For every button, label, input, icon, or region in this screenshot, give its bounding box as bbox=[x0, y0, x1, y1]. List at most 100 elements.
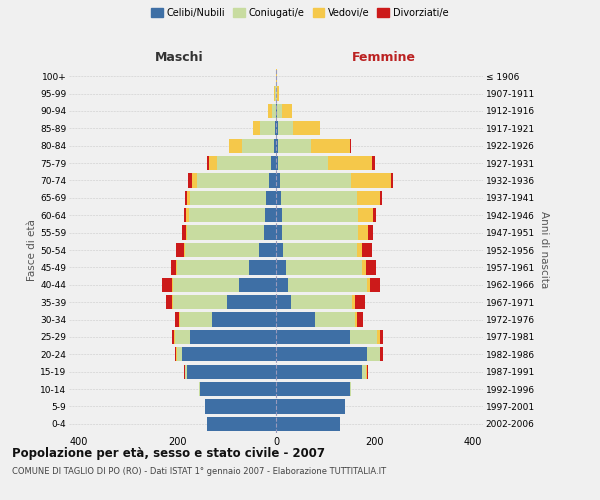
Bar bbox=[276, 312, 363, 326]
Bar bbox=[276, 69, 277, 84]
Bar bbox=[276, 121, 278, 136]
Bar bbox=[253, 121, 276, 136]
Bar bbox=[180, 312, 276, 326]
Bar bbox=[190, 330, 276, 344]
Bar bbox=[229, 138, 276, 153]
Bar bbox=[276, 208, 376, 222]
Bar bbox=[173, 295, 276, 310]
Bar bbox=[200, 382, 276, 396]
Bar bbox=[185, 364, 276, 379]
Bar bbox=[276, 138, 350, 153]
Bar bbox=[276, 295, 365, 310]
Bar bbox=[276, 312, 358, 326]
Bar bbox=[178, 347, 276, 362]
Bar bbox=[276, 69, 277, 84]
Bar bbox=[199, 382, 276, 396]
Bar bbox=[276, 416, 340, 431]
Bar bbox=[185, 190, 276, 205]
Text: Popolazione per età, sesso e stato civile - 2007: Popolazione per età, sesso e stato civil… bbox=[12, 448, 325, 460]
Bar bbox=[276, 295, 291, 310]
Bar bbox=[182, 347, 276, 362]
Bar bbox=[249, 260, 276, 274]
Bar bbox=[276, 190, 380, 205]
Bar bbox=[276, 86, 280, 101]
Bar bbox=[205, 400, 276, 413]
Bar bbox=[276, 86, 280, 101]
Bar bbox=[166, 295, 276, 310]
Bar bbox=[276, 104, 292, 118]
Bar bbox=[179, 312, 276, 326]
Bar bbox=[276, 400, 345, 413]
Bar bbox=[276, 416, 340, 431]
Bar bbox=[185, 243, 276, 257]
Bar bbox=[217, 156, 276, 170]
Bar bbox=[276, 208, 373, 222]
Bar bbox=[276, 121, 320, 136]
Bar bbox=[276, 330, 377, 344]
Bar bbox=[276, 226, 368, 239]
Bar bbox=[175, 312, 276, 326]
Bar bbox=[274, 86, 276, 101]
Bar bbox=[199, 382, 276, 396]
Bar bbox=[276, 226, 373, 239]
Bar bbox=[172, 330, 276, 344]
Bar bbox=[175, 347, 276, 362]
Bar bbox=[205, 400, 276, 413]
Bar bbox=[184, 208, 276, 222]
Bar bbox=[205, 400, 276, 413]
Bar bbox=[276, 347, 383, 362]
Bar bbox=[184, 243, 276, 257]
Bar bbox=[187, 208, 276, 222]
Y-axis label: Anni di nascita: Anni di nascita bbox=[539, 212, 549, 288]
Bar bbox=[276, 330, 383, 344]
Bar bbox=[276, 260, 286, 274]
Bar bbox=[271, 156, 276, 170]
Bar bbox=[274, 138, 276, 153]
Bar bbox=[276, 364, 366, 379]
Bar bbox=[178, 260, 276, 274]
Bar bbox=[276, 400, 345, 413]
Bar bbox=[192, 174, 276, 188]
Bar bbox=[276, 138, 278, 153]
Bar bbox=[187, 190, 276, 205]
Bar bbox=[276, 278, 370, 292]
Bar bbox=[207, 416, 276, 431]
Bar bbox=[276, 121, 293, 136]
Bar bbox=[276, 330, 380, 344]
Bar bbox=[187, 226, 276, 239]
Bar bbox=[275, 121, 276, 136]
Bar bbox=[276, 121, 320, 136]
Bar bbox=[276, 260, 376, 274]
Bar bbox=[276, 364, 368, 379]
Bar bbox=[276, 156, 374, 170]
Bar bbox=[276, 278, 289, 292]
Bar bbox=[276, 295, 352, 310]
Bar bbox=[189, 208, 276, 222]
Bar bbox=[229, 138, 276, 153]
Bar bbox=[276, 364, 367, 379]
Bar bbox=[207, 416, 276, 431]
Text: Maschi: Maschi bbox=[154, 51, 203, 64]
Bar bbox=[199, 382, 276, 396]
Bar bbox=[188, 174, 276, 188]
Bar bbox=[276, 347, 380, 362]
Bar bbox=[275, 86, 276, 101]
Bar bbox=[185, 364, 276, 379]
Bar bbox=[276, 260, 362, 274]
Bar bbox=[276, 174, 280, 188]
Bar bbox=[205, 400, 276, 413]
Bar bbox=[184, 364, 276, 379]
Bar bbox=[272, 104, 276, 118]
Bar bbox=[276, 278, 380, 292]
Bar bbox=[276, 226, 282, 239]
Bar bbox=[259, 243, 276, 257]
Bar bbox=[276, 243, 358, 257]
Bar bbox=[173, 278, 276, 292]
Text: Femmine: Femmine bbox=[352, 51, 416, 64]
Bar bbox=[276, 295, 355, 310]
Bar bbox=[276, 347, 380, 362]
Bar bbox=[182, 226, 276, 239]
Bar bbox=[276, 382, 351, 396]
Bar bbox=[276, 190, 382, 205]
Bar bbox=[276, 312, 316, 326]
